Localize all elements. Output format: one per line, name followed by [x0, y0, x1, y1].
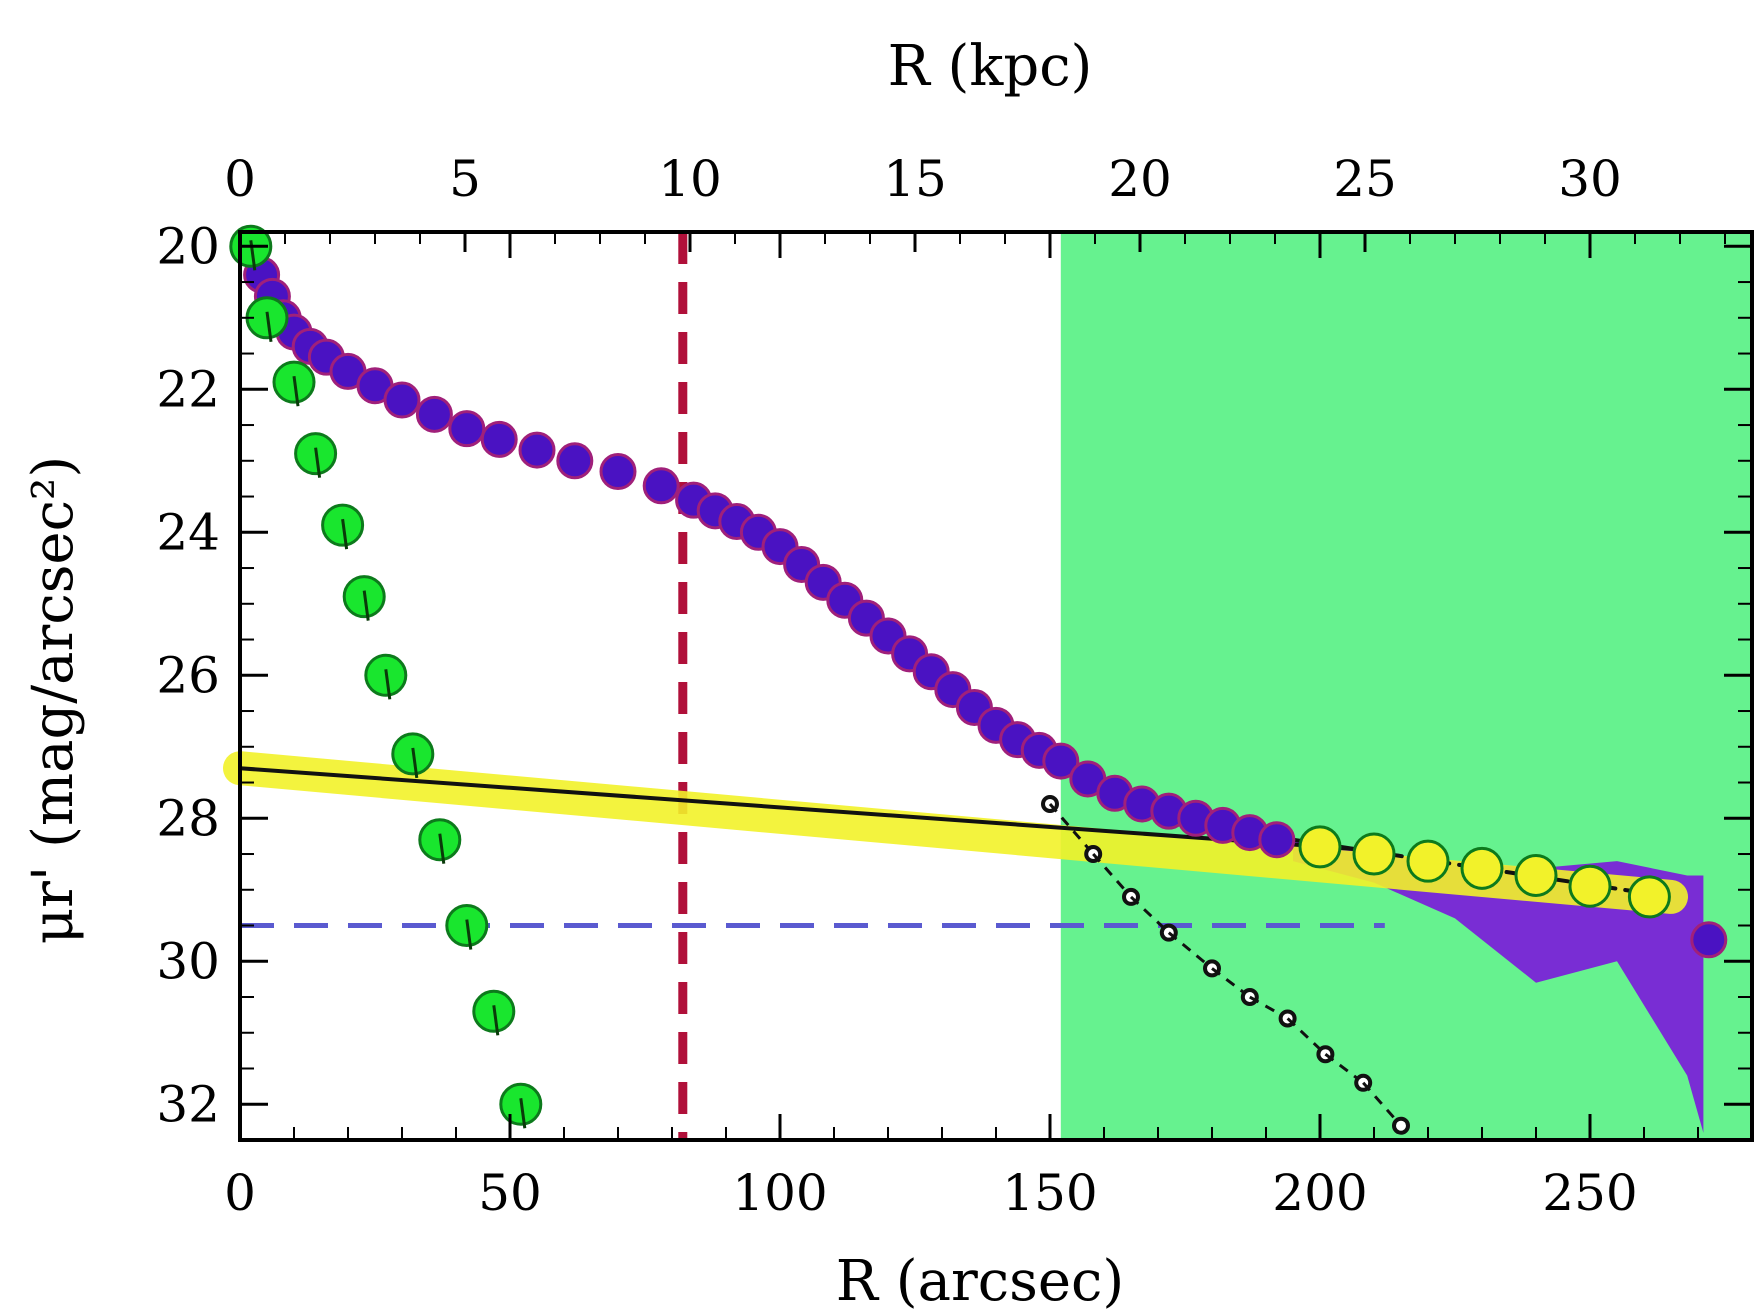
data-points-layer [229, 224, 1728, 1135]
data-point [415, 395, 453, 433]
x-tick-label: 200 [1272, 1164, 1367, 1222]
x-tick-label: 150 [1002, 1164, 1097, 1222]
top-x-axis-title: R (kpc) [888, 34, 1093, 99]
data-point [448, 410, 486, 448]
error-band [1293, 839, 1704, 1133]
connector [1167, 931, 1213, 970]
x2-tick-label: 5 [449, 150, 481, 208]
y-tick-label: 24 [156, 503, 220, 561]
y-tick-label: 32 [156, 1075, 220, 1133]
error-bar [362, 590, 370, 621]
x2-tick-label: 10 [658, 150, 722, 208]
fit-line-1 [238, 766, 1376, 853]
data-point [1406, 839, 1450, 883]
x2-tick-label: 15 [883, 150, 947, 208]
connector [1048, 802, 1095, 855]
data-point [1690, 921, 1728, 959]
error-bar [384, 669, 392, 700]
x-axis-title: R (arcsec) [836, 1249, 1124, 1313]
error-bar [519, 1098, 527, 1129]
error-bar [492, 1005, 500, 1036]
x2-tick-label: 30 [1558, 150, 1622, 208]
data-point [599, 453, 637, 491]
x-tick-label: 0 [224, 1164, 256, 1222]
data-point [1392, 1116, 1410, 1135]
error-bar [314, 447, 322, 478]
error-bar [411, 747, 419, 779]
error-bar [265, 311, 273, 342]
y-tick-label: 22 [156, 360, 220, 418]
data-point [518, 431, 556, 469]
connector [1362, 1081, 1403, 1127]
axes-layer: 0 50 100 150 200 250 0 5 10 15 20 25 30 20 22 24 26 28 30 3… [156, 150, 1754, 1222]
data-point [1514, 853, 1558, 897]
reference-lines-layer [240, 232, 1385, 1140]
data-point [1568, 864, 1612, 908]
x2-tick-label: 0 [224, 150, 256, 208]
data-point [1258, 821, 1296, 859]
x-tick-label: 250 [1542, 1164, 1637, 1222]
error-band-layer [1293, 839, 1704, 1133]
y-tick-label: 20 [156, 217, 220, 275]
y-axis-title: μr' (mag/arcsec²) [21, 456, 86, 944]
y-tick-label: 28 [156, 789, 220, 847]
x2-tick-label: 20 [1108, 150, 1172, 208]
data-point [556, 442, 594, 480]
connector [1092, 853, 1133, 898]
error-bar [438, 833, 446, 864]
data-point [1460, 846, 1504, 890]
data-point [1298, 825, 1342, 869]
data-point [480, 420, 518, 458]
y-tick-label: 30 [156, 932, 220, 990]
series-2 [1298, 825, 1671, 919]
y-tick-label: 26 [156, 646, 220, 704]
background-layer [240, 232, 1752, 1140]
data-point [1352, 832, 1396, 876]
x-tick-label: 100 [732, 1164, 827, 1222]
error-bar [292, 375, 300, 407]
data-point [1627, 875, 1671, 919]
error-bar [341, 518, 349, 550]
data-point [383, 381, 421, 419]
x2-tick-label: 25 [1333, 150, 1397, 208]
error-bar [465, 919, 473, 950]
data-point [1042, 742, 1080, 780]
data-point [642, 467, 680, 505]
x-tick-label: 50 [478, 1164, 542, 1222]
series-3 [1041, 794, 1410, 1135]
